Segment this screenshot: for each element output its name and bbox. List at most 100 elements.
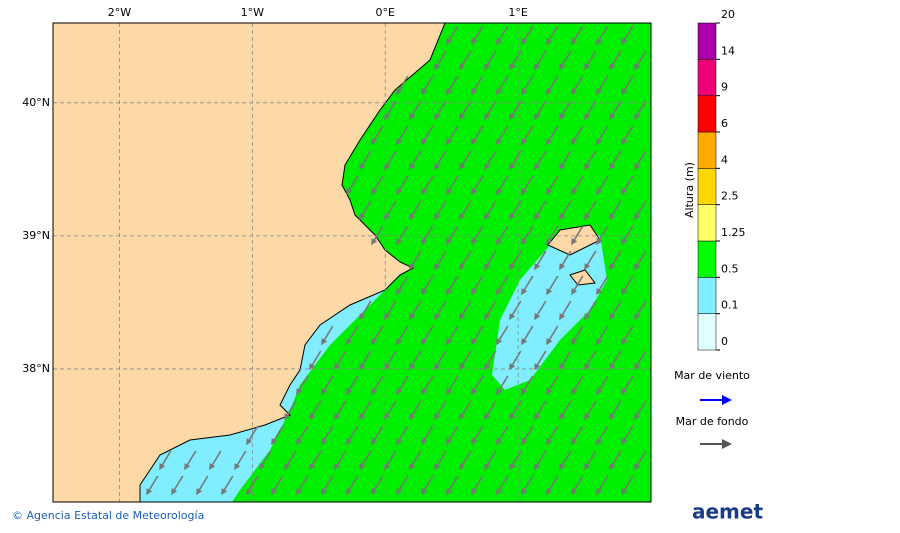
swell-arrow (509, 400, 522, 421)
swell-arrow (371, 125, 384, 146)
swell-arrow (446, 425, 459, 446)
colorbar-segment (697, 240, 717, 278)
swell-arrow (634, 250, 647, 271)
swell-arrow (509, 100, 522, 121)
swell-arrow (534, 50, 547, 71)
swell-arrow (546, 25, 559, 46)
swell-arrow (421, 175, 434, 196)
swell-arrow (596, 425, 609, 446)
swell-arrow (146, 475, 159, 496)
swell-arrow (459, 350, 472, 371)
swell-arrow (559, 100, 572, 121)
swell-arrow (596, 475, 609, 496)
swell-arrow (496, 375, 509, 396)
swell-arrow (484, 350, 497, 371)
swell-arrow (596, 125, 609, 146)
swell-arrow (459, 150, 472, 171)
colorbar-segment (697, 59, 717, 96)
swell-arrow (409, 300, 422, 321)
swell-arrow (571, 175, 584, 196)
swell-arrow (346, 325, 359, 346)
swell-arrow (621, 275, 634, 296)
swell-arrow (434, 450, 447, 471)
swell-arrow (434, 100, 447, 121)
swell-arrow (534, 350, 547, 371)
swell-arrow (596, 375, 609, 396)
lon-label: 0°E (375, 6, 394, 19)
swell-arrow (609, 150, 622, 171)
colorbar-label: 20 (721, 8, 735, 21)
swell-arrow (459, 300, 472, 321)
colorbar-label: 0 (721, 335, 728, 348)
swell-arrow (634, 100, 647, 121)
colorbar-segment (697, 22, 717, 60)
swell-arrow (396, 175, 409, 196)
swell-arrow (309, 400, 322, 421)
swell-arrow (209, 450, 222, 471)
swell-arrow (471, 425, 484, 446)
swell-arrow (521, 75, 534, 96)
swell-arrow (396, 425, 409, 446)
swell-arrow (584, 400, 597, 421)
swell-arrow (584, 300, 597, 321)
swell-arrow (559, 200, 572, 221)
swell-arrow (471, 175, 484, 196)
swell-arrow (409, 150, 422, 171)
swell-arrow (621, 25, 634, 46)
swell-arrow (609, 200, 622, 221)
swell-arrow (496, 275, 509, 296)
swell-arrow (396, 225, 409, 246)
legend-label: Mar de fondo (676, 415, 749, 428)
colorbar-label: 9 (721, 81, 728, 94)
swell-arrow (546, 75, 559, 96)
swell-arrow (434, 50, 447, 71)
swell-arrow (596, 25, 609, 46)
swell-arrow (559, 150, 572, 171)
colorbar-segment (697, 277, 717, 314)
swell-arrow (534, 150, 547, 171)
swell-arrow (446, 125, 459, 146)
swell-arrow (346, 475, 359, 496)
swell-arrow (484, 400, 497, 421)
swell-arrow (546, 275, 559, 296)
swell-arrow (384, 200, 397, 221)
swell-arrow (609, 100, 622, 121)
swell-arrow (521, 275, 534, 296)
swell-arrow (371, 375, 384, 396)
swell-arrow (384, 150, 397, 171)
swell-arrow (334, 350, 347, 371)
swell-arrow (559, 250, 572, 271)
swell-arrow (446, 25, 459, 46)
swell-arrow (471, 225, 484, 246)
swell-arrow (484, 300, 497, 321)
swell-arrow (534, 300, 547, 321)
swell-arrow (434, 200, 447, 221)
swell-arrow (359, 400, 372, 421)
swell-arrow (484, 150, 497, 171)
swell-arrow (621, 425, 634, 446)
swell-arrow (534, 100, 547, 121)
swell-arrow (584, 100, 597, 121)
swell-arrow (371, 225, 384, 246)
swell-arrow (546, 475, 559, 496)
swell-arrow (409, 400, 422, 421)
swell-arrow (359, 450, 372, 471)
swell-arrow (621, 375, 634, 396)
swell-arrow (546, 425, 559, 446)
swell-arrow (321, 375, 334, 396)
swell-arrow (509, 350, 522, 371)
swell-arrow (496, 225, 509, 246)
swell-arrow (521, 425, 534, 446)
lat-label: 39°N (22, 229, 50, 242)
swell-arrow (596, 175, 609, 196)
swell-arrow (196, 475, 209, 496)
swell-arrow (621, 125, 634, 146)
swell-arrow (284, 400, 297, 421)
swell-arrow (584, 150, 597, 171)
swell-arrow (359, 200, 372, 221)
swell-arrow (534, 200, 547, 221)
swell-arrow (496, 475, 509, 496)
swell-arrow (571, 425, 584, 446)
swell-arrow (509, 200, 522, 221)
